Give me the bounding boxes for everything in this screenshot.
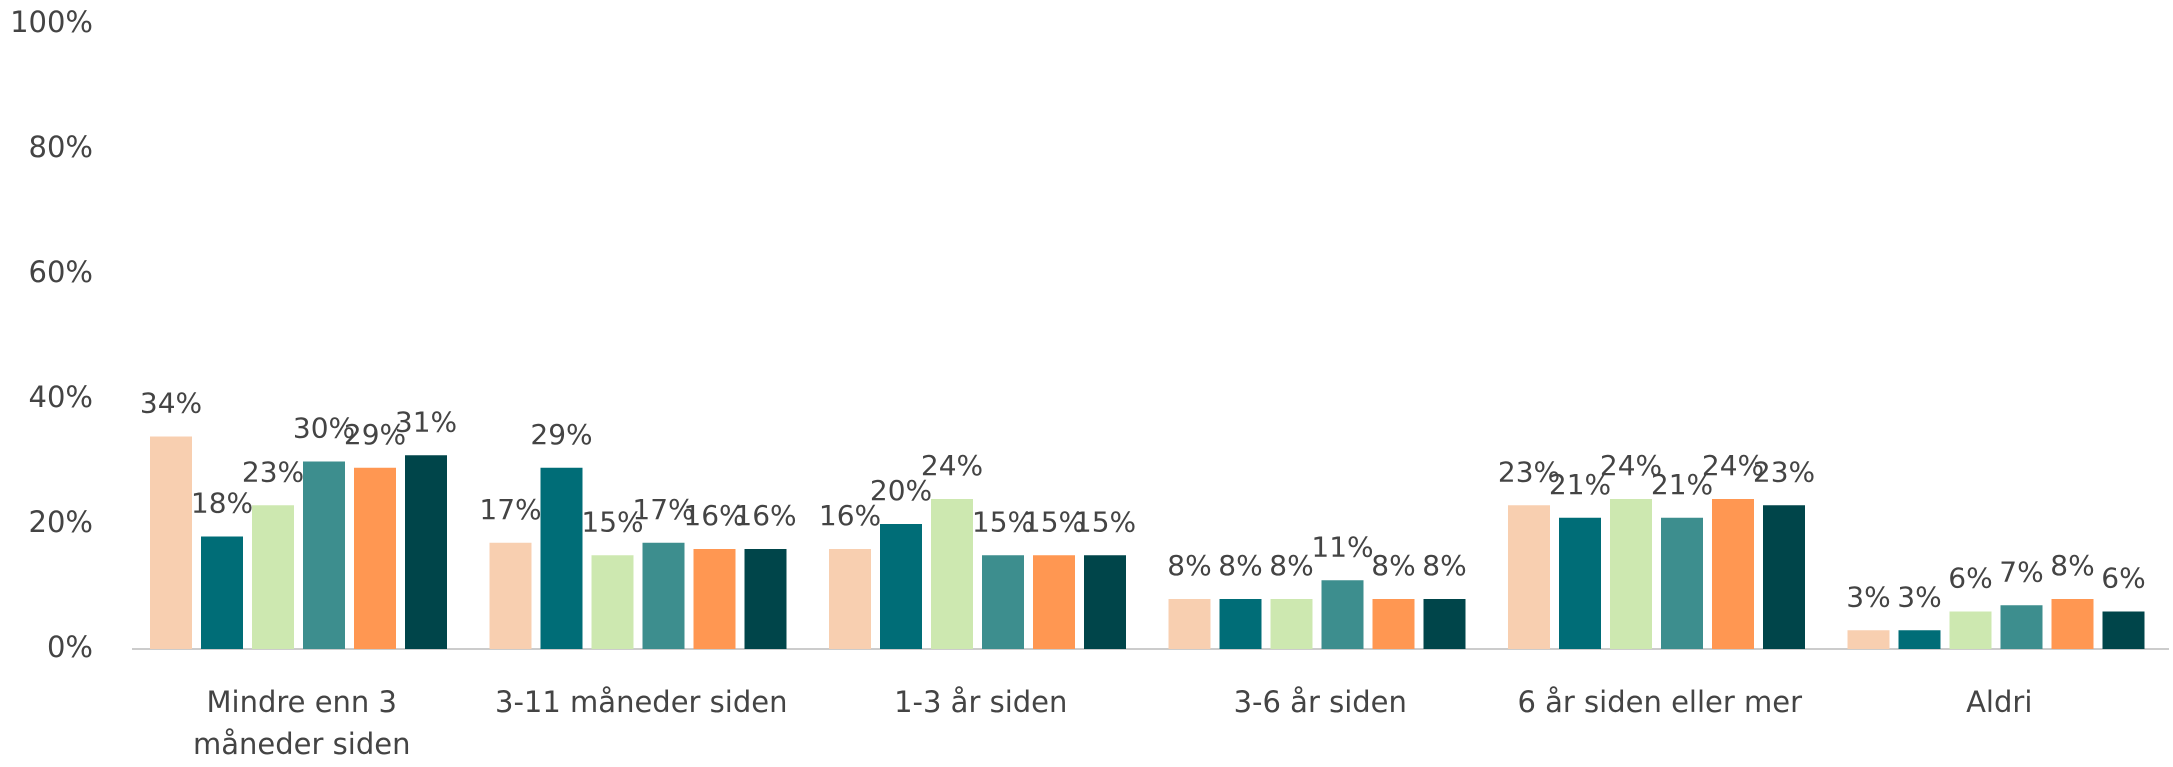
bar — [540, 467, 583, 649]
bar — [1219, 599, 1262, 649]
data-label: 16% — [734, 499, 796, 532]
data-label: 8% — [1422, 549, 1466, 582]
data-label: 15% — [1023, 505, 1085, 538]
bar — [591, 555, 634, 649]
bar — [201, 536, 243, 649]
data-label: 8% — [2050, 549, 2094, 582]
bar — [1508, 505, 1550, 649]
data-label: 7% — [1999, 555, 2043, 588]
bar — [1949, 611, 1992, 649]
bar — [354, 467, 396, 649]
x-tick-label: 1-3 år siden — [894, 685, 1068, 719]
x-tick-label: 6 år siden eller mer — [1517, 685, 1803, 719]
bar — [744, 549, 787, 649]
bar — [1372, 599, 1415, 649]
data-label: 15% — [1074, 505, 1136, 538]
bar — [405, 455, 447, 649]
data-label: 17% — [632, 493, 694, 526]
bar — [2000, 605, 2043, 649]
bar — [931, 499, 973, 649]
bar — [252, 505, 294, 649]
data-label: 29% — [530, 418, 592, 451]
data-label: 16% — [683, 499, 745, 532]
bar — [1321, 580, 1364, 649]
data-label: 11% — [1311, 530, 1373, 563]
data-label: 24% — [1600, 449, 1662, 482]
y-tick-label: 40% — [29, 380, 93, 414]
bar — [1847, 630, 1890, 649]
data-label: 29% — [344, 418, 406, 451]
data-label: 23% — [1753, 455, 1815, 488]
data-label: 17% — [479, 493, 541, 526]
bar — [2051, 599, 2094, 649]
data-label: 21% — [1549, 468, 1611, 501]
data-label: 8% — [1218, 549, 1262, 582]
data-label: 3% — [1846, 580, 1890, 613]
bar — [1661, 517, 1703, 649]
bar — [489, 542, 532, 649]
x-tick-label: 3-6 år siden — [1233, 685, 1407, 719]
bar — [1423, 599, 1466, 649]
bar — [1084, 555, 1126, 649]
bar — [1898, 630, 1941, 649]
data-label: 31% — [395, 405, 457, 438]
bar — [1559, 517, 1601, 649]
data-label: 3% — [1897, 580, 1941, 613]
data-label: 20% — [870, 474, 932, 507]
y-tick-label: 20% — [29, 505, 93, 539]
data-label: 6% — [1948, 562, 1992, 595]
bar — [1033, 555, 1075, 649]
bar — [829, 549, 871, 649]
data-label: 15% — [581, 505, 643, 538]
bar — [642, 542, 685, 649]
data-label: 34% — [140, 387, 202, 420]
bar — [880, 524, 922, 649]
y-tick-label: 80% — [29, 130, 93, 164]
y-tick-label: 100% — [10, 5, 93, 39]
data-label: 23% — [1498, 455, 1560, 488]
data-label: 15% — [972, 505, 1034, 538]
data-label: 21% — [1651, 468, 1713, 501]
x-tick-label: Mindre enn 3 måneder siden — [193, 685, 411, 761]
x-tick-label: Aldri — [1966, 685, 2033, 719]
bar — [982, 555, 1024, 649]
data-label: 8% — [1167, 549, 1211, 582]
bar — [1763, 505, 1805, 649]
data-label: 8% — [1269, 549, 1313, 582]
data-label: 16% — [819, 499, 881, 532]
y-tick-label: 60% — [29, 255, 93, 289]
data-label: 6% — [2101, 562, 2145, 595]
bar — [1270, 599, 1313, 649]
data-label: 24% — [1702, 449, 1764, 482]
bar — [693, 549, 736, 649]
data-label: 18% — [191, 487, 253, 520]
bar — [150, 436, 192, 649]
bar — [1712, 499, 1754, 649]
x-tick-label: 3-11 måneder siden — [495, 685, 788, 719]
data-label: 30% — [293, 412, 355, 445]
data-label: 8% — [1371, 549, 1415, 582]
bar — [1610, 499, 1652, 649]
data-label: 23% — [242, 455, 304, 488]
bar — [2102, 611, 2145, 649]
bar — [1168, 599, 1211, 649]
bar — [303, 461, 345, 649]
y-tick-label: 0% — [47, 630, 93, 664]
data-label: 24% — [921, 449, 983, 482]
